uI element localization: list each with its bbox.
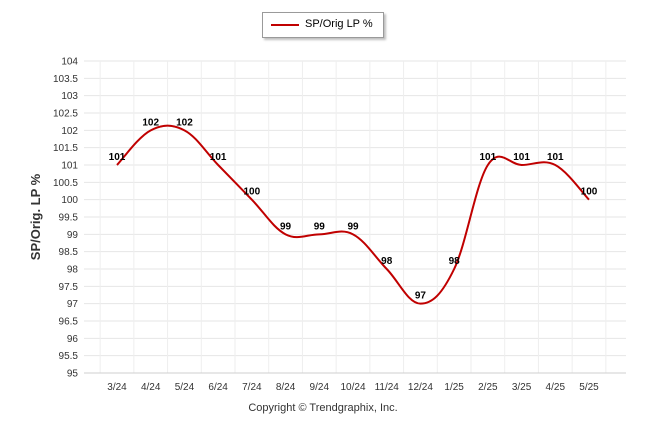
y-tick-label: 97.5 xyxy=(59,282,79,293)
x-tick-label: 5/24 xyxy=(175,382,195,393)
y-tick-label: 104 xyxy=(61,57,78,68)
data-label: 101 xyxy=(210,152,227,163)
x-tick-label: 4/24 xyxy=(141,382,161,393)
x-tick-label: 4/25 xyxy=(546,382,566,393)
legend: SP/Orig LP % xyxy=(262,12,384,38)
data-labels: 101 102 102 101 100 99 99 99 98 97 98 101 101 101 100 xyxy=(109,117,598,301)
x-tick-label: 3/24 xyxy=(107,382,127,393)
y-axis-label: SP/Orig. LP % xyxy=(28,173,43,260)
y-tick-label: 98 xyxy=(67,265,79,276)
y-tick-label: 102.5 xyxy=(53,109,78,120)
data-label: 98 xyxy=(449,256,461,267)
y-tick-label: 98.5 xyxy=(59,247,79,258)
data-label: 99 xyxy=(280,221,292,232)
data-label: 100 xyxy=(581,187,598,198)
series-line xyxy=(116,124,590,305)
y-tick-label: 100 xyxy=(61,195,78,206)
y-tick-label: 101 xyxy=(61,161,78,172)
y-tick-label: 103.5 xyxy=(53,74,78,85)
x-tick-label: 1/25 xyxy=(444,382,464,393)
x-tick-label: 3/25 xyxy=(512,382,532,393)
data-label: 98 xyxy=(381,256,393,267)
data-label: 99 xyxy=(314,221,326,232)
x-tick-label: 2/25 xyxy=(478,382,498,393)
y-tick-label: 95 xyxy=(67,369,79,380)
data-label: 101 xyxy=(480,152,497,163)
series-line-path xyxy=(116,124,590,305)
x-tick-label: 7/24 xyxy=(242,382,262,393)
y-tick-label: 96 xyxy=(67,334,79,345)
x-tick-label: 11/24 xyxy=(375,382,400,393)
y-axis-ticks: 95 95.5 96 96.5 97 97.5 98 98.5 99 99.5 100 100.5 10… xyxy=(53,57,78,380)
y-tick-label: 99.5 xyxy=(59,213,79,224)
data-label: 102 xyxy=(176,117,193,128)
y-tick-label: 96.5 xyxy=(59,317,79,328)
legend-label: SP/Orig LP % xyxy=(305,18,373,30)
y-tick-label: 95.5 xyxy=(59,351,79,362)
x-axis-ticks: 3/24 4/24 5/24 6/24 7/24 8/24 9/24 10/24 11/24 12… xyxy=(107,382,599,393)
data-label: 99 xyxy=(347,221,359,232)
data-label: 101 xyxy=(109,152,126,163)
grid xyxy=(84,60,626,374)
data-label: 101 xyxy=(547,152,564,163)
data-label: 97 xyxy=(415,291,427,302)
copyright-footer: Copyright © Trendgraphix, Inc. xyxy=(248,402,398,414)
y-tick-label: 103 xyxy=(61,91,78,102)
data-label: 102 xyxy=(142,117,159,128)
x-tick-label: 10/24 xyxy=(340,382,365,393)
y-tick-label: 100.5 xyxy=(53,178,78,189)
data-label: 101 xyxy=(513,152,530,163)
x-tick-label: 12/24 xyxy=(408,382,433,393)
x-tick-label: 9/24 xyxy=(310,382,330,393)
y-tick-label: 101.5 xyxy=(53,143,78,154)
legend-swatch xyxy=(271,24,299,26)
x-tick-label: 5/25 xyxy=(579,382,599,393)
x-tick-label: 8/24 xyxy=(276,382,296,393)
y-tick-label: 99 xyxy=(67,230,79,241)
y-tick-label: 102 xyxy=(61,126,78,137)
y-tick-label: 97 xyxy=(67,299,79,310)
data-label: 100 xyxy=(244,187,261,198)
x-tick-label: 6/24 xyxy=(208,382,228,393)
